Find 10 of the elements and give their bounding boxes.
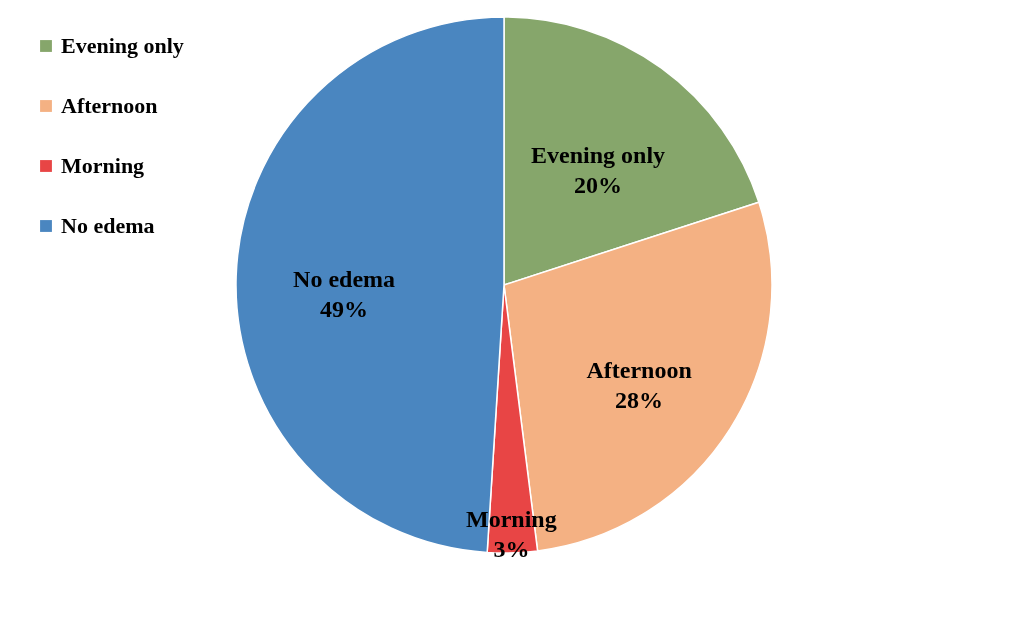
legend-label: Afternoon	[61, 93, 158, 118]
legend-label: Morning	[61, 153, 145, 178]
slice-label: No edema	[293, 265, 396, 292]
slice-label: Afternoon	[586, 356, 692, 383]
legend-label: Evening only	[61, 33, 184, 58]
data-label: 20%	[574, 171, 623, 198]
legend-label: No edema	[61, 213, 155, 238]
data-label: 28%	[615, 386, 664, 413]
data-label: 49%	[320, 295, 369, 322]
slice-label: Evening only	[531, 141, 666, 168]
